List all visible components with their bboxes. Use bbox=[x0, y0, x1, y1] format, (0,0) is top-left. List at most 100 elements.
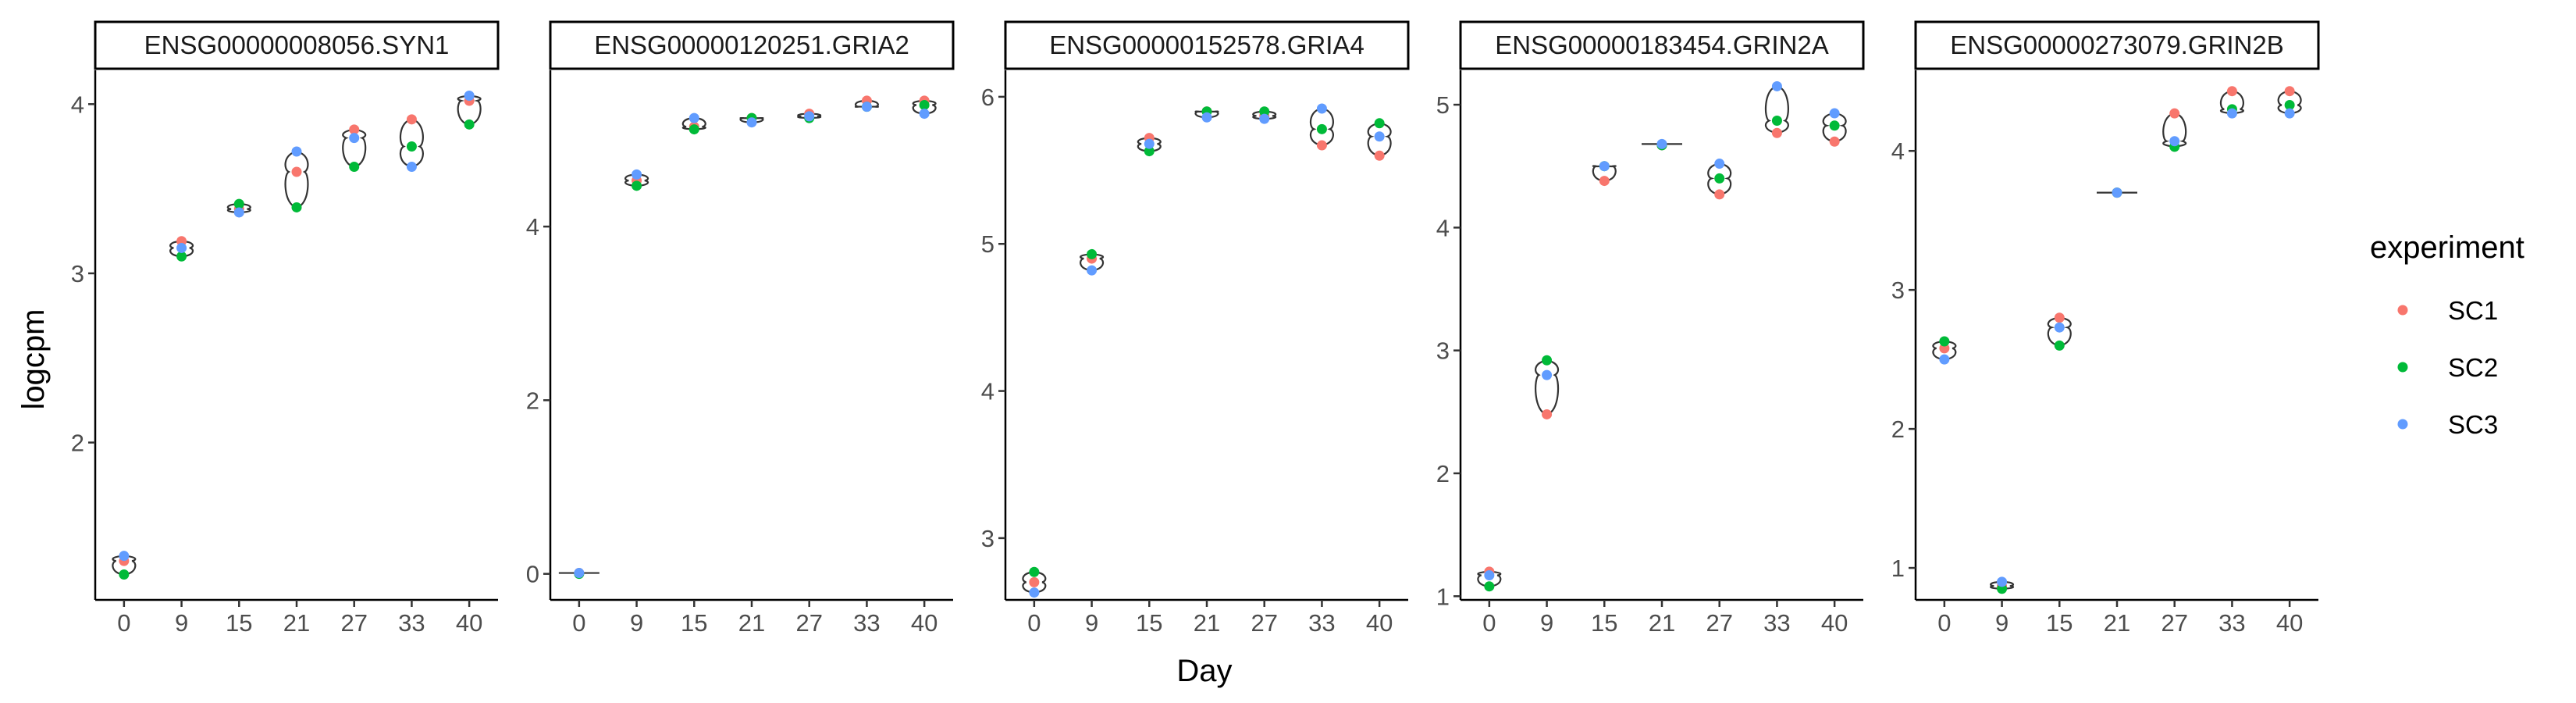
y-tick-label: 2 bbox=[1891, 416, 1905, 443]
data-point-sc1 bbox=[2226, 86, 2237, 97]
data-point-sc2 bbox=[349, 161, 360, 172]
x-tick-label: 40 bbox=[2276, 609, 2303, 637]
data-point-sc2 bbox=[1997, 583, 2008, 594]
x-tick-label: 33 bbox=[2218, 609, 2245, 637]
y-tick-label: 3 bbox=[1891, 277, 1905, 304]
data-point-sc3 bbox=[688, 112, 699, 123]
facet-strip bbox=[1459, 20, 1865, 70]
x-tick-label: 0 bbox=[1027, 609, 1041, 637]
y-tick-label: 1 bbox=[1891, 555, 1905, 582]
data-point-sc1 bbox=[2054, 312, 2065, 323]
data-point-sc2 bbox=[176, 251, 187, 262]
data-point-sc1 bbox=[1599, 176, 1610, 187]
y-tick-label: 4 bbox=[71, 91, 84, 118]
y-tick-label: 4 bbox=[981, 378, 994, 405]
data-point-sc3 bbox=[632, 169, 642, 180]
x-tick-label: 15 bbox=[2046, 609, 2073, 637]
data-point-sc2 bbox=[1829, 120, 1840, 131]
y-axis-title: logcpm bbox=[16, 309, 51, 410]
y-tick-label: 2 bbox=[526, 387, 539, 414]
facet-strip bbox=[1914, 20, 2320, 70]
data-point-sc3 bbox=[1714, 159, 1725, 170]
data-point-sc1 bbox=[1829, 136, 1840, 147]
data-point-sc1 bbox=[1374, 150, 1385, 161]
x-tick-label: 0 bbox=[117, 609, 130, 637]
x-tick-label: 33 bbox=[398, 609, 425, 637]
x-tick-label: 21 bbox=[738, 609, 765, 637]
data-point-sc3 bbox=[804, 111, 815, 122]
data-point-sc2 bbox=[1087, 248, 1098, 259]
x-tick-label: 15 bbox=[226, 609, 252, 637]
data-point-sc1 bbox=[349, 124, 360, 135]
x-tick-label: 21 bbox=[283, 609, 310, 637]
x-tick-label: 0 bbox=[1482, 609, 1496, 637]
facet-title: ENSG00000152578.GRIA4 bbox=[1049, 30, 1364, 59]
data-point-sc3 bbox=[1484, 570, 1495, 581]
y-tick-label: 5 bbox=[981, 230, 994, 258]
x-tick-label: 9 bbox=[1995, 609, 2008, 637]
data-point-sc2 bbox=[1939, 336, 1950, 347]
data-point-sc3 bbox=[861, 102, 872, 112]
data-point-sc3 bbox=[233, 207, 244, 218]
x-tick-label: 33 bbox=[1763, 609, 1790, 637]
data-point-sc3 bbox=[1542, 369, 1553, 380]
y-tick-label: 2 bbox=[1436, 460, 1450, 487]
x-tick-label: 0 bbox=[1937, 609, 1951, 637]
x-tick-label: 9 bbox=[1085, 609, 1098, 637]
y-tick-label: 4 bbox=[526, 213, 539, 241]
x-tick-label: 33 bbox=[1308, 609, 1335, 637]
data-point-sc2 bbox=[1029, 566, 1040, 577]
legend-label-sc1: SC1 bbox=[2448, 296, 2498, 325]
legend: experiment SC1 SC2 SC3 bbox=[2370, 230, 2524, 439]
x-tick-label: 33 bbox=[853, 609, 880, 637]
y-tick-label: 4 bbox=[1891, 137, 1905, 165]
data-point-sc3 bbox=[1201, 112, 1212, 123]
y-tick-label: 2 bbox=[71, 430, 84, 457]
x-tick-label: 21 bbox=[1649, 609, 1675, 637]
data-point-sc2 bbox=[464, 119, 475, 130]
x-tick-label: 40 bbox=[911, 609, 938, 637]
data-point-sc3 bbox=[119, 551, 130, 562]
data-point-sc3 bbox=[1316, 103, 1327, 114]
data-point-sc1 bbox=[1029, 576, 1040, 587]
x-axis-title: Day bbox=[1176, 654, 1232, 688]
data-point-sc2 bbox=[1771, 115, 1782, 126]
legend-label-sc3: SC3 bbox=[2448, 410, 2498, 439]
x-tick-label: 40 bbox=[1366, 609, 1393, 637]
data-point-sc1 bbox=[406, 114, 417, 125]
y-tick-label: 4 bbox=[1436, 214, 1450, 241]
data-point-sc2 bbox=[688, 124, 699, 135]
data-point-sc2 bbox=[233, 198, 244, 209]
data-point-sc3 bbox=[2169, 136, 2180, 147]
x-tick-label: 27 bbox=[340, 609, 367, 637]
data-point-sc2 bbox=[1714, 173, 1725, 184]
facet-panel-4: ENSG00000183454.GRIN2A 1 2 3 4 5 0 9 15 21 27 33 40 bbox=[1436, 20, 1865, 637]
x-tick-label: 40 bbox=[1821, 609, 1848, 637]
data-point-sc2 bbox=[1484, 581, 1495, 592]
y-tick-label: 1 bbox=[1436, 583, 1450, 610]
data-point-sc3 bbox=[1599, 161, 1610, 172]
data-point-sc3 bbox=[464, 90, 475, 101]
x-tick-label: 21 bbox=[2104, 609, 2130, 637]
data-point-sc1 bbox=[2169, 108, 2180, 119]
data-point-sc2 bbox=[1374, 118, 1385, 129]
data-point-sc3 bbox=[1829, 108, 1840, 119]
facet-title: ENSG00000273079.GRIN2B bbox=[1950, 30, 2283, 59]
data-point-sc2 bbox=[406, 141, 417, 152]
data-point-sc3 bbox=[1029, 587, 1040, 598]
data-point-sc2 bbox=[2284, 99, 2295, 110]
data-point-sc3 bbox=[1771, 80, 1782, 91]
data-point-sc2 bbox=[1259, 106, 1270, 117]
data-point-sc1 bbox=[1316, 140, 1327, 151]
data-point-sc3 bbox=[1939, 354, 1950, 365]
data-point-sc3 bbox=[1087, 265, 1098, 276]
x-tick-label: 27 bbox=[1251, 609, 1277, 637]
violin bbox=[1535, 359, 1560, 416]
legend-key-sc2 bbox=[2397, 362, 2408, 373]
x-tick-label: 40 bbox=[456, 609, 482, 637]
data-point-sc1 bbox=[1771, 127, 1782, 138]
data-point-sc3 bbox=[2054, 322, 2065, 333]
